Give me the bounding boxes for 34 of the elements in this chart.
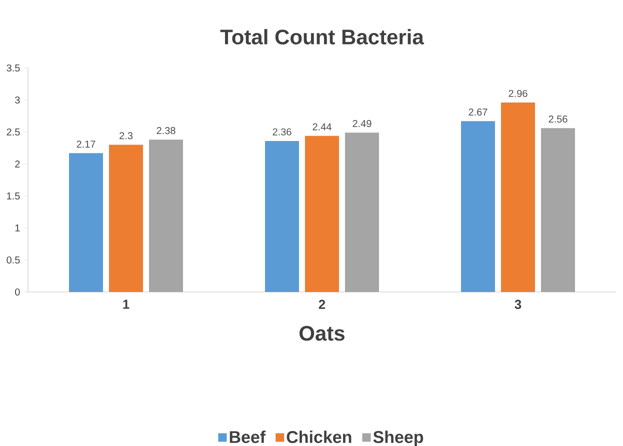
data-label: 2.44 — [312, 123, 332, 130]
data-label: 2.17 — [76, 140, 96, 148]
bar — [501, 102, 535, 292]
y-tick-label: 1.5 — [7, 192, 20, 200]
bar — [541, 128, 575, 292]
data-label: 2.56 — [548, 116, 568, 123]
x-tick-label: 3 — [514, 300, 522, 310]
data-label: 2.96 — [508, 90, 528, 98]
data-label: 2.3 — [120, 132, 133, 140]
y-tick-label: 3.5 — [6, 64, 20, 72]
bar — [345, 132, 379, 292]
y-tick-label: 1 — [15, 224, 20, 232]
data-label: 2.36 — [272, 128, 292, 136]
y-tick-label: 0 — [15, 288, 20, 296]
legend-label: Beef — [230, 430, 266, 444]
bar — [265, 140, 299, 292]
x-tick-label: 2 — [318, 300, 326, 309]
data-label: 2.49 — [352, 120, 372, 128]
bar — [305, 136, 339, 292]
data-label: 2.38 — [156, 127, 176, 134]
y-tick-label: 2 — [15, 160, 20, 168]
legend-label: Sheep — [373, 430, 424, 446]
data-label: 2.67 — [468, 108, 488, 116]
y-tick-label: 2.5 — [6, 128, 20, 136]
bar — [461, 121, 495, 292]
bar — [109, 144, 144, 292]
y-tick-label: 3 — [15, 96, 20, 104]
bar — [149, 140, 184, 292]
chart-title: Total Count Bacteria — [220, 29, 424, 44]
y-tick-label: 0.5 — [6, 256, 20, 264]
bar — [69, 153, 104, 292]
x-axis-title: Oats — [300, 326, 344, 341]
x-tick-label: 1 — [123, 300, 130, 309]
legend-label: Chicken — [286, 430, 352, 444]
